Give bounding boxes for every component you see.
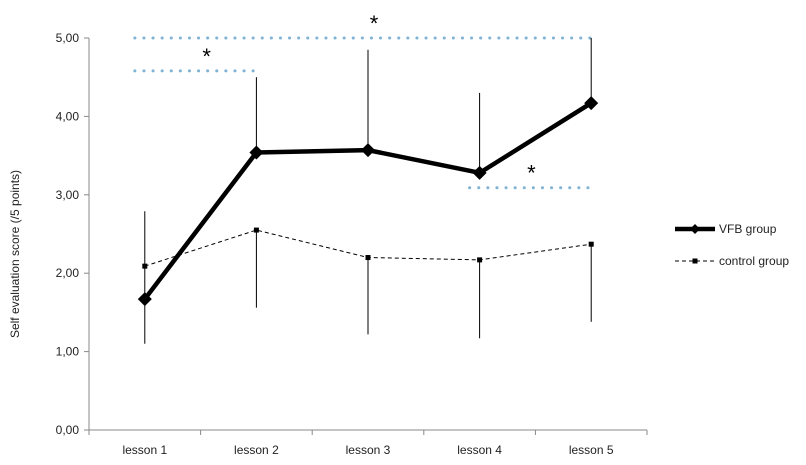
y-axis-title: Self evaluation score (/5 points)	[8, 170, 22, 338]
axes: 0,00 1,00 2,00 3,00 4,00 5,00 lesson 1 lesson 2…	[8, 31, 648, 457]
legend-label: VFB group	[719, 222, 777, 236]
data-point-square	[142, 263, 148, 269]
data-point-diamond	[137, 292, 152, 307]
x-tick-label: lesson 2	[234, 443, 279, 457]
legend-marker-square	[692, 258, 698, 264]
data-point-square	[365, 255, 371, 261]
x-tick-label: lesson 3	[346, 443, 391, 457]
x-tick-label: lesson 4	[457, 443, 502, 457]
y-tick-label: 1,00	[56, 345, 80, 359]
legend-label: control group	[719, 254, 789, 268]
y-tick-label: 0,00	[56, 423, 80, 437]
significance-annotations: * * *	[133, 11, 595, 190]
error-bars	[144, 38, 592, 344]
data-point-diamond	[584, 96, 599, 111]
x-tick-label: lesson 1	[122, 443, 167, 457]
data-point-diamond	[249, 145, 264, 160]
legend-marker-diamond	[690, 224, 700, 234]
data-point-square	[253, 227, 259, 233]
data-point-diamond	[361, 143, 375, 158]
significance-asterisk: *	[202, 44, 211, 69]
x-tick-label: lesson 5	[569, 443, 614, 457]
significance-asterisk: *	[527, 161, 536, 186]
data-point-square	[588, 241, 594, 247]
y-tick-label: 3,00	[56, 188, 80, 202]
significance-asterisk: *	[370, 11, 379, 36]
data-point-diamond	[472, 165, 487, 180]
y-tick-label: 2,00	[56, 266, 80, 280]
data-point-square	[477, 257, 483, 263]
legend: VFB group control group	[675, 222, 789, 268]
series-layer	[137, 96, 599, 307]
y-tick-label: 4,00	[56, 109, 80, 123]
y-tick-label: 5,00	[56, 31, 80, 45]
